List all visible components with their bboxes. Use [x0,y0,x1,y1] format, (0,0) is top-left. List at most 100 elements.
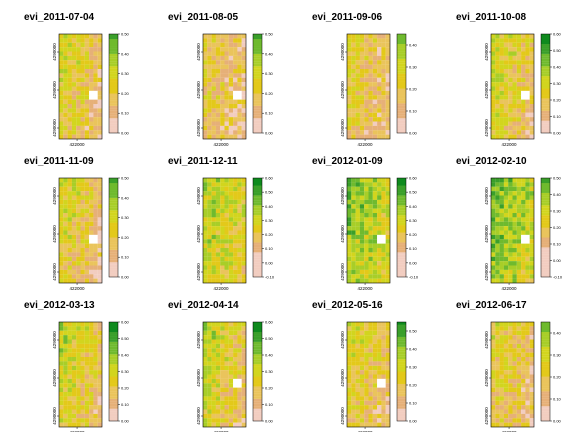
raster-cell [503,405,509,410]
colorbar-segment [253,128,262,131]
raster-cell [215,69,221,74]
raster-cell [516,361,522,366]
raster-cell [89,326,94,331]
raster-cell [63,243,68,249]
raster-cell [93,374,98,379]
raster-cell [347,413,352,419]
raster-cell [521,51,526,56]
colorbar-segment [541,76,550,79]
raster-cell [97,396,103,401]
raster-cell [377,86,382,91]
raster-cell [491,51,496,56]
colorbar-segment [253,110,262,114]
raster-cell [381,343,386,349]
raster-cell [355,82,360,87]
raster-cell [228,343,234,349]
raster-cell [516,352,522,358]
raster-cell [215,104,221,109]
raster-cell [237,55,242,61]
raster-cell [359,104,365,109]
raster-cell [351,95,356,100]
colorbar-segment [397,125,406,129]
colorbar-segment [109,356,118,360]
raster-cell [93,191,98,196]
colorbar-tick-label: 0.00 [553,131,562,136]
raster-cell [525,38,530,43]
raster-cell [203,199,208,205]
raster-cell [377,239,382,244]
raster-cell [355,413,360,419]
raster-cell [89,387,94,393]
raster-cell [512,392,517,397]
colorbar-segment [541,234,550,238]
raster-cell [59,125,64,131]
raster-cell [233,357,238,362]
raster-cell [80,125,85,131]
raster-cell [67,195,72,200]
colorbar-tick-label: 0.40 [265,51,274,56]
raster-cell [529,378,535,384]
raster-cell [516,195,522,200]
raster-cell [347,60,352,65]
raster-cell [377,330,382,336]
raster-cell [385,243,391,249]
raster-cell [228,51,234,56]
raster-cell [203,178,208,183]
raster-cell [516,42,522,48]
raster-cell [67,378,72,384]
raster-cell [67,112,72,118]
raster-cell [224,352,229,358]
raster-cell [385,261,391,266]
panel-title: evi_2012-01-09 [312,156,383,167]
raster-cell [76,117,81,122]
raster-cell [495,392,500,397]
raster-cell [241,418,247,423]
raster-cell [495,226,500,231]
raster-cell [495,265,500,270]
raster-cell [237,38,242,43]
raster-cell [211,55,216,61]
raster-cell [97,86,103,91]
raster-cell [381,217,386,222]
panel-title: evi_2012-02-10 [456,156,527,167]
raster-cell [89,370,94,375]
raster-cell [215,322,221,327]
raster-cell [241,134,247,140]
raster-cell [368,330,373,336]
raster-cell [84,99,90,105]
colorbar-segment [541,41,550,44]
raster-cell [211,86,216,91]
colorbar-segment [541,78,550,82]
raster-cell [347,230,352,235]
raster-cell [508,182,513,187]
raster-cell [368,269,373,275]
colorbar-segment [397,351,406,355]
colorbar-tick-label: 0.20 [265,232,274,237]
colorbar-segment [541,36,550,40]
raster-cell [224,378,229,384]
raster-cell [237,134,242,140]
raster-cell [228,269,234,275]
colorbar-segment [397,217,406,221]
colorbar-segment [397,66,406,69]
raster-cell [529,357,535,362]
y-tick-label: 4290000 [52,369,57,387]
raster-cell [84,405,90,410]
raster-cell [97,38,103,43]
raster-cell [71,47,77,52]
raster-cell [347,213,352,218]
raster-cell [355,418,360,423]
colorbar-segment [397,185,406,189]
raster-cell [211,418,216,423]
colorbar-segment [397,359,406,362]
raster-cell [97,208,103,214]
raster-cell [499,252,504,257]
raster-cell [89,178,94,183]
raster-cell [372,357,378,362]
raster-cell [495,82,500,87]
raster-cell [359,73,365,78]
raster-cell [525,383,530,388]
raster-cell [359,182,365,187]
raster-cell [512,69,517,74]
raster-cell [521,370,526,375]
